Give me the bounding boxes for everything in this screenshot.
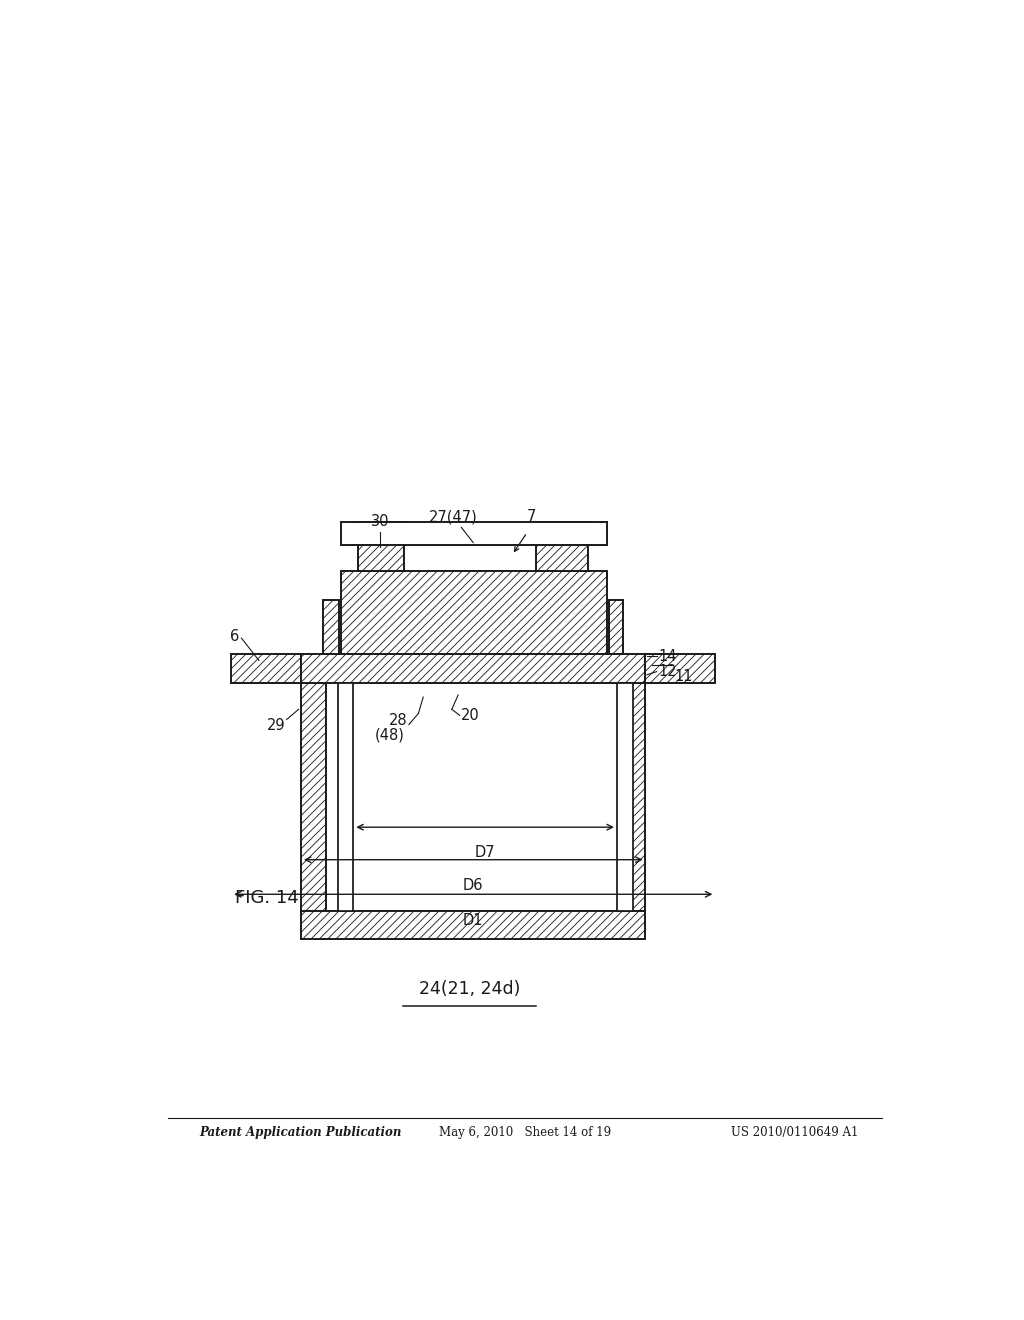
Text: FIG. 14: FIG. 14 bbox=[236, 890, 299, 907]
Bar bbox=[609, 599, 624, 655]
Bar bbox=[620, 682, 645, 911]
Bar bbox=[536, 523, 588, 572]
Bar bbox=[301, 682, 327, 911]
Text: 7: 7 bbox=[526, 510, 536, 524]
Bar bbox=[645, 655, 716, 682]
Bar bbox=[341, 572, 607, 655]
Bar bbox=[616, 682, 633, 911]
Text: 29: 29 bbox=[266, 718, 285, 733]
Text: US 2010/0110649 A1: US 2010/0110649 A1 bbox=[731, 1126, 858, 1139]
Text: 28: 28 bbox=[389, 713, 408, 727]
Text: D6: D6 bbox=[463, 878, 483, 894]
Bar bbox=[301, 655, 645, 682]
Text: D1: D1 bbox=[463, 912, 483, 928]
Text: May 6, 2010   Sheet 14 of 19: May 6, 2010 Sheet 14 of 19 bbox=[438, 1126, 611, 1139]
Bar bbox=[338, 682, 353, 911]
Bar bbox=[341, 523, 607, 545]
Text: 20: 20 bbox=[461, 708, 480, 723]
Text: (48): (48) bbox=[375, 727, 404, 742]
Bar bbox=[231, 655, 301, 682]
Bar bbox=[358, 523, 404, 572]
Text: 12: 12 bbox=[658, 664, 677, 680]
Text: Patent Application Publication: Patent Application Publication bbox=[200, 1126, 401, 1139]
Text: 6: 6 bbox=[229, 628, 240, 644]
Bar bbox=[324, 599, 339, 655]
Bar bbox=[301, 911, 645, 939]
Text: 11: 11 bbox=[674, 669, 692, 684]
Text: 14: 14 bbox=[658, 649, 677, 664]
Text: 27(47): 27(47) bbox=[429, 510, 478, 524]
Text: 24(21, 24d): 24(21, 24d) bbox=[419, 979, 520, 998]
Text: D7: D7 bbox=[475, 846, 496, 861]
Text: 30: 30 bbox=[371, 515, 389, 529]
